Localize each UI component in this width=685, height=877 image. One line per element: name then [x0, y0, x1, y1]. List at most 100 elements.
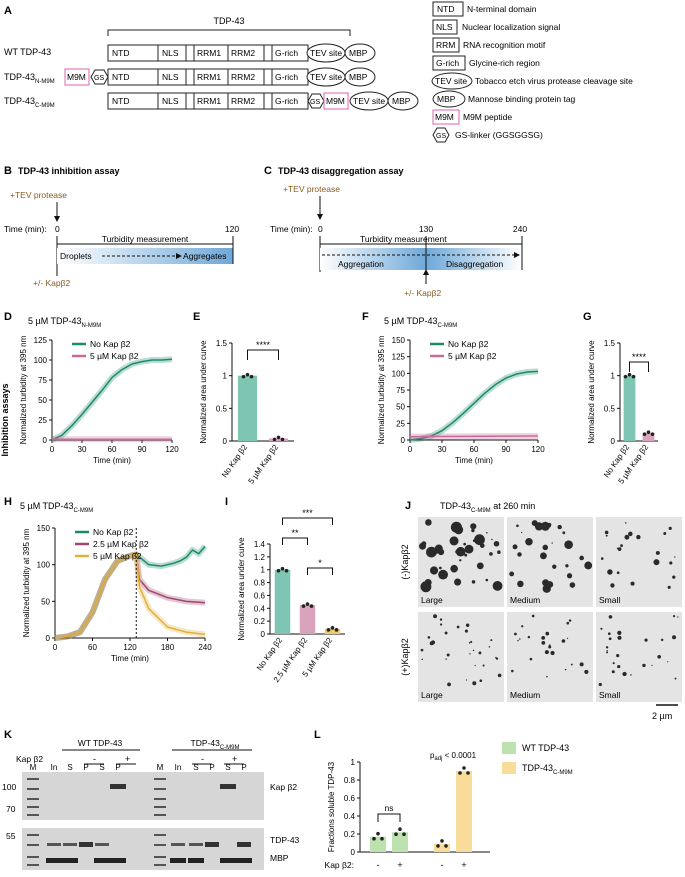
- D-series-line-0: [51, 358, 173, 441]
- panel-label-e: E: [193, 311, 200, 323]
- L-point: [458, 771, 462, 775]
- svg-text:GS: GS: [310, 99, 320, 106]
- ladder-band: [27, 834, 39, 836]
- svg-text:Tobacco etch virus protease cl: Tobacco etch virus protease cleavage sit…: [475, 76, 633, 86]
- G-sig-bracket: [629, 361, 649, 372]
- construct-row-wt: NTD NLS RRM1 RRM2 G-rich TEV site MBP: [107, 43, 376, 63]
- svg-text:NTD: NTD: [112, 96, 129, 106]
- aggregate-particle: [450, 564, 458, 573]
- aggregate-particle: [426, 584, 431, 588]
- svg-text:Droplets: Droplets: [60, 251, 92, 261]
- aggregate-particle: [544, 650, 549, 655]
- svg-text:Nuclear localization signal: Nuclear localization signal: [462, 22, 560, 32]
- H-xtick-label: 0: [53, 643, 58, 652]
- aggregate-particle: [545, 631, 550, 636]
- aggregate-particle: [420, 581, 432, 593]
- G-point: [627, 372, 632, 377]
- ladder-band: [27, 856, 39, 858]
- I-bar-2: [324, 628, 341, 634]
- I-point: [284, 568, 289, 573]
- micrograph-plus-medium: [507, 612, 593, 702]
- D-legend-label-1: 5 µM Kap β2: [90, 351, 139, 361]
- aggregate-particle: [447, 682, 451, 687]
- D-xtick-label: 90: [138, 445, 147, 454]
- micrograph-plus-large: [418, 612, 504, 702]
- aggregate-particle: [548, 645, 552, 649]
- aggregate-particle: [667, 661, 669, 663]
- aggregate-particle: [439, 618, 443, 621]
- L-bar-1: [392, 832, 408, 852]
- mbp-band: [62, 858, 78, 863]
- aggregate-particle: [551, 542, 553, 544]
- aggregate-particle: [470, 523, 477, 530]
- construct-c-m9m: TDP-43C-M9M: [4, 96, 55, 109]
- svg-text:M9M peptide: M9M peptide: [463, 112, 512, 122]
- L-point: [402, 832, 406, 836]
- aggregate-particle: [420, 648, 424, 652]
- gel-lane-label: In: [51, 763, 58, 772]
- tdp43-band: [205, 842, 219, 847]
- L-ns: ns: [385, 803, 394, 813]
- H-xtick-label: 180: [161, 643, 175, 652]
- aggregate-particle: [562, 531, 566, 535]
- H-xlabel: Time (min): [111, 654, 149, 663]
- G-bar-0: [623, 375, 636, 441]
- svg-text:MBP: MBP: [437, 94, 456, 104]
- I-ylabel: Normalized area under curve: [237, 537, 246, 641]
- F-series-line-1: [409, 435, 539, 438]
- H-ylabel: Normalized turbidity at 395 nm: [22, 528, 31, 637]
- domain-legend: NTD N-terminal domain NLS Nuclear localiza…: [431, 1, 633, 143]
- svg-text:RRM1: RRM1: [197, 48, 221, 58]
- svg-text:+/- Kapβ2: +/- Kapβ2: [404, 288, 442, 298]
- svg-text:130: 130: [419, 224, 433, 234]
- I-bar-0: [274, 569, 291, 634]
- aggregate-particle: [469, 653, 471, 655]
- I-ytick-label: 0: [261, 630, 266, 639]
- aggregate-particle: [611, 670, 615, 674]
- micrograph-label: Medium: [510, 595, 540, 605]
- L-point: [436, 844, 440, 848]
- aggregate-particle: [521, 625, 524, 628]
- aggregate-particle: [616, 654, 620, 658]
- F-ytick-label: 150: [392, 336, 406, 345]
- F-xtick-label: 120: [531, 445, 545, 454]
- L-point: [394, 832, 398, 836]
- F-xlabel: Time (min): [455, 456, 493, 465]
- gel-lane-label: M: [157, 763, 164, 772]
- aggregate-particle: [668, 526, 672, 530]
- aggregate-particle: [491, 538, 493, 541]
- aggregate-particle: [600, 557, 604, 560]
- svg-text:M9M: M9M: [326, 96, 345, 106]
- aggregate-particle: [541, 640, 546, 645]
- H-legend-label-1: 2.5 µM Kap β2: [93, 539, 149, 549]
- inhibition-assays-label: Inhibition assays: [0, 383, 10, 456]
- tdp43-band: [47, 843, 61, 846]
- panel-label-d: D: [4, 311, 12, 323]
- svg-text:Kap β2: Kap β2: [16, 754, 43, 764]
- D-ylabel: Normalized turbidity at 395 nm: [19, 335, 28, 444]
- F-ytick-label: 125: [392, 353, 406, 362]
- G-point: [631, 374, 636, 379]
- E-point: [245, 372, 250, 377]
- L-ns-bracket: [377, 813, 401, 822]
- aggregate-particle: [541, 635, 546, 640]
- svg-text:Time (min):: Time (min):: [4, 224, 47, 234]
- aggregate-particle: [608, 615, 613, 619]
- mbp-band: [220, 858, 236, 863]
- aggregate-particle: [568, 619, 572, 622]
- aggregate-particle: [464, 629, 468, 633]
- aggregate-particle: [478, 651, 482, 655]
- panel-c-title: TDP-43 disaggregation assay: [278, 166, 404, 176]
- aggregate-particle: [540, 552, 547, 560]
- L-legend-swatch-0: [502, 742, 516, 754]
- I-sig-2: *: [318, 558, 322, 568]
- aggregate-particle: [584, 669, 589, 674]
- aggregate-particle: [421, 658, 424, 661]
- I-ytick-label: 1.4: [254, 540, 266, 549]
- ladder-band: [27, 814, 39, 816]
- D-xtick-label: 120: [165, 445, 179, 454]
- aggregate-particle: [430, 640, 436, 645]
- G-sig: ****: [632, 352, 647, 362]
- micrograph-label: Large: [421, 690, 443, 700]
- F-ylabel: Normalized turbidity at 395 nm: [377, 335, 386, 444]
